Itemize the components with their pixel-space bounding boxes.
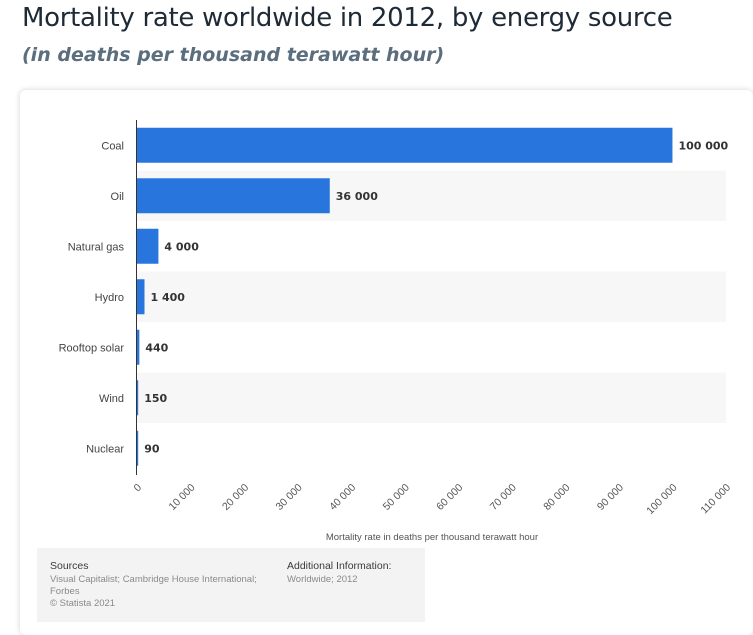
x-tick-label-1: 10 000 (166, 482, 197, 513)
category-label-3: Hydro (95, 292, 124, 304)
x-tick-label-5: 50 000 (381, 482, 412, 513)
value-label-1: 36 000 (336, 190, 378, 203)
sources-heading: Sources (50, 560, 89, 572)
value-label-4: 440 (145, 341, 168, 354)
additional-info-text: Worldwide; 2012 (287, 574, 358, 585)
additional-info-heading: Additional Information: (287, 560, 392, 572)
category-label-0: Coal (101, 140, 124, 152)
bar-0 (137, 127, 673, 163)
x-tick-label-7: 70 000 (488, 482, 519, 513)
x-tick-label-4: 40 000 (327, 482, 358, 513)
category-label-5: Wind (99, 393, 124, 405)
row-stripe (137, 271, 726, 322)
x-tick-label-9: 90 000 (595, 482, 626, 513)
bar-3 (137, 279, 145, 315)
sources-box: Sources Visual Capitalist; Cambridge Hou… (37, 548, 425, 622)
sources-line-2: Forbes (50, 586, 80, 597)
x-tick-label-6: 60 000 (434, 482, 465, 513)
x-tick-label-0: 0 (132, 482, 145, 495)
category-label-1: Oil (111, 191, 124, 203)
x-tick-label-11: 110 000 (698, 482, 733, 517)
bar-chart: Coal 100 000 Oil 36 000 Natural gas 4 000 Hydr… (59, 120, 733, 543)
x-tick-label-2: 20 000 (220, 482, 251, 513)
bar-6 (137, 430, 139, 466)
sources-line-3: © Statista 2021 (50, 598, 116, 609)
x-tick-label-8: 80 000 (541, 482, 572, 513)
bar-5 (137, 380, 139, 416)
value-label-2: 4 000 (164, 240, 199, 253)
chart-subtitle: (in deaths per thousand terawatt hour) (22, 44, 445, 66)
value-label-5: 150 (144, 392, 167, 405)
x-tick-label-10: 100 000 (644, 482, 679, 517)
bar-2 (137, 228, 159, 264)
sources-line-1: Visual Capitalist; Cambridge House Inter… (50, 574, 257, 585)
value-label-0: 100 000 (678, 139, 728, 152)
bar-4 (137, 329, 140, 365)
value-label-6: 90 (144, 442, 160, 455)
chart-title: Mortality rate worldwide in 2012, by ene… (22, 3, 673, 33)
category-label-4: Rooftop solar (59, 342, 125, 354)
x-axis-title: Mortality rate in deaths per thousand te… (326, 532, 538, 543)
category-label-6: Nuclear (86, 443, 124, 455)
value-label-3: 1 400 (150, 291, 185, 304)
row-stripe (137, 372, 726, 423)
x-tick-label-3: 30 000 (274, 482, 305, 513)
bar-1 (137, 178, 330, 214)
category-label-2: Natural gas (68, 241, 125, 253)
